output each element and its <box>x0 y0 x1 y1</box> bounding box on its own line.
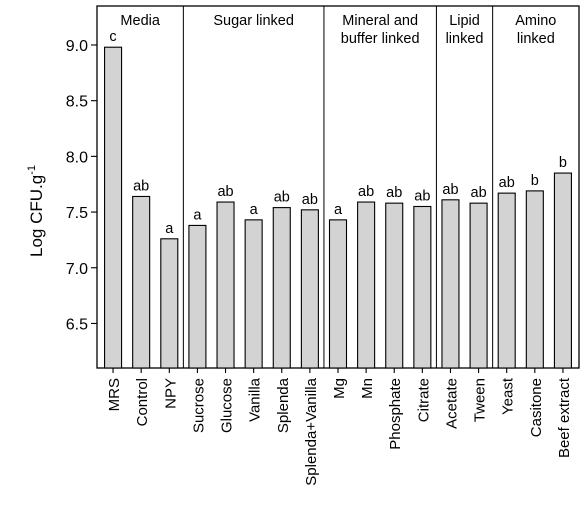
bar <box>525 190 544 369</box>
group-label: buffer linked <box>341 31 420 47</box>
x-tick-label: Sucrose <box>190 378 207 433</box>
bar-annotation: b <box>531 173 539 189</box>
x-tick-label: Control <box>134 378 151 426</box>
bar <box>441 199 460 369</box>
bar <box>357 201 376 369</box>
x-tick-label: MRS <box>106 378 123 411</box>
x-tick-label: Vanilla <box>247 377 264 422</box>
bar <box>244 219 263 369</box>
y-tick-label: 8.0 <box>66 149 88 166</box>
bar-annotation: c <box>109 29 116 45</box>
y-tick-label: 6.5 <box>66 316 88 333</box>
x-tick-label: Tween <box>472 378 489 422</box>
y-tick-label: 7.5 <box>66 205 88 222</box>
x-axis-labels: MRS Control NPY Sucrose Glucose Vanilla Splend… <box>106 368 573 486</box>
bar-annotation: ab <box>302 192 318 208</box>
bar <box>328 219 348 369</box>
bar-annotation: a <box>193 207 202 223</box>
bar-annotation: a <box>165 221 174 237</box>
y-tick-label: 7.0 <box>66 261 88 278</box>
bar-annotation: a <box>250 202 259 218</box>
bar <box>104 46 123 369</box>
bar <box>188 224 207 369</box>
bar-annotation: ab <box>133 178 149 194</box>
bar <box>132 195 151 369</box>
group-label: Mineral and <box>342 13 418 29</box>
x-tick-label: Mg <box>331 378 348 399</box>
bar <box>216 201 235 369</box>
x-tick-label: Mn <box>359 378 376 399</box>
bar-annotation: b <box>559 155 567 171</box>
bar-annotation: ab <box>358 184 374 200</box>
x-tick-label: Casitone <box>528 378 545 437</box>
x-tick-label: Yeast <box>500 377 517 415</box>
y-tick-label: 9.0 <box>66 38 88 55</box>
x-tick-label: NPY <box>162 378 179 409</box>
bar-annotation: ab <box>414 188 430 204</box>
bar-annotation: ab <box>471 185 487 201</box>
x-tick-label: Phosphate <box>387 378 404 450</box>
bar-annotation: ab <box>499 175 515 191</box>
group-label: Media <box>120 13 160 29</box>
y-tick-label: 8.5 <box>66 94 88 111</box>
bar-annotation: ab <box>386 185 402 201</box>
bar <box>385 202 404 369</box>
bar <box>272 207 291 369</box>
y-axis: 6.5 7.0 7.5 8.0 8.5 9.0 <box>66 38 97 333</box>
x-tick-label: Splenda <box>275 377 292 433</box>
group-label: linked <box>446 31 484 47</box>
bar <box>553 172 572 369</box>
y-axis-label-superscript: -1 <box>26 165 38 175</box>
bar-annotation: ab <box>217 184 233 200</box>
bar-annotation: ab <box>442 182 458 198</box>
group-label: Amino <box>515 13 556 29</box>
y-axis-label: Log CFU.g-1 <box>26 165 46 257</box>
x-tick-label: Glucose <box>219 378 236 433</box>
bar <box>497 192 516 369</box>
x-tick-label: Acetate <box>443 378 460 429</box>
bar-annotation: ab <box>274 190 290 206</box>
x-tick-label: Beef extract <box>556 377 573 458</box>
bar <box>300 209 319 369</box>
group-label: Lipid <box>449 13 480 29</box>
group-dividers: Media Sugar linked Mineral and buffer linke… <box>120 6 556 368</box>
bar-annotation: a <box>334 202 343 218</box>
x-tick-label: Splenda+Vanilla <box>303 377 320 485</box>
x-tick-label: Citrate <box>415 378 432 422</box>
group-label: linked <box>517 31 555 47</box>
group-label: Sugar linked <box>213 13 294 29</box>
bar <box>413 205 432 369</box>
bar <box>469 202 488 369</box>
bar <box>160 238 179 369</box>
